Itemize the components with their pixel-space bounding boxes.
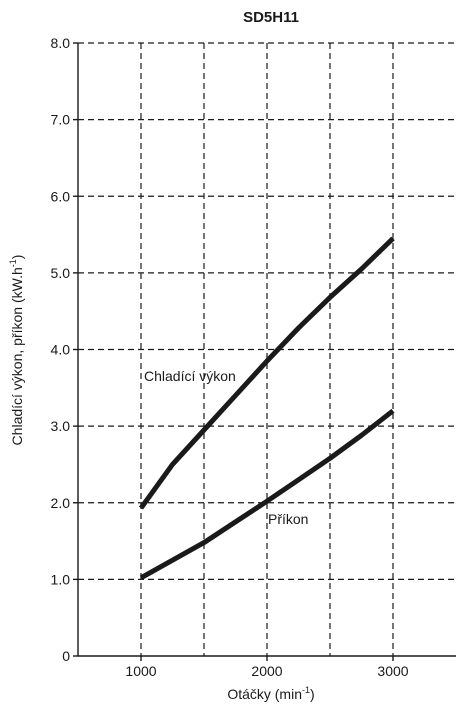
grid — [78, 42, 456, 656]
chart-title: SD5H11 — [243, 9, 299, 26]
series-line-prikon — [139, 408, 395, 580]
series-line-chladici-vykon — [138, 236, 395, 510]
y-tick-label-0: 0 — [62, 648, 70, 664]
y-tick-label-4: 4.0 — [51, 342, 71, 358]
y-tick-label-1: 1.0 — [51, 571, 71, 587]
y-tick-label-8: 8.0 — [51, 35, 71, 51]
y-axis-ticks: 0 1.0 2.0 3.0 4.0 5.0 6.0 7.0 8.0 — [51, 35, 78, 664]
y-tick-label-7: 7.0 — [51, 112, 71, 128]
series-label-chladici-vykon: Chladící výkon — [144, 368, 236, 384]
x-tick-label-1000: 1000 — [125, 663, 156, 679]
y-tick-label-3: 3.0 — [51, 418, 71, 434]
y-tick-label-2: 2.0 — [51, 495, 71, 511]
x-axis-ticks: 1000 2000 3000 — [125, 656, 409, 679]
series — [138, 236, 395, 580]
y-axis-title: Chladící výkon, příkon (kW.h-1) — [8, 255, 25, 446]
x-tick-label-2000: 2000 — [251, 663, 282, 679]
y-tick-label-6: 6.0 — [51, 188, 71, 204]
y-tick-label-5: 5.0 — [51, 265, 71, 281]
x-tick-label-3000: 3000 — [377, 663, 408, 679]
series-label-prikon: Příkon — [268, 511, 308, 527]
x-axis-title: Otáčky (min-1) — [227, 685, 314, 702]
